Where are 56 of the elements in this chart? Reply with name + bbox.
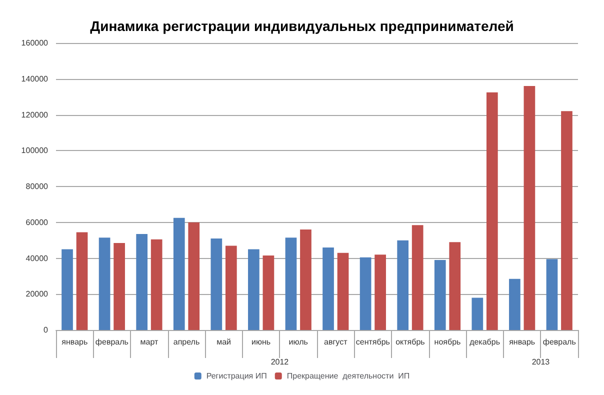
bar bbox=[509, 278, 520, 330]
x-tick-label: январь bbox=[62, 338, 88, 346]
bar bbox=[248, 249, 260, 330]
y-tick-label: 80000 bbox=[26, 182, 49, 191]
bar bbox=[98, 238, 110, 330]
bar bbox=[173, 218, 185, 330]
x-tick-label: февраль bbox=[542, 338, 576, 346]
bar bbox=[412, 225, 424, 330]
legend-label: Регистрация ИП bbox=[206, 372, 268, 380]
bar bbox=[322, 247, 334, 330]
bar bbox=[546, 259, 558, 330]
text: 2013 bbox=[532, 358, 550, 366]
bar bbox=[449, 242, 461, 330]
x-tick-label: май bbox=[216, 338, 231, 346]
x-tick-label: апрель bbox=[173, 338, 200, 346]
legend-label: Прекращение деятельности ИП bbox=[286, 372, 410, 380]
bar bbox=[136, 234, 148, 330]
bar bbox=[285, 238, 297, 330]
bar bbox=[561, 111, 572, 330]
x-tick-label: январь bbox=[509, 338, 536, 346]
bar bbox=[188, 222, 200, 330]
bar bbox=[524, 86, 536, 330]
bar bbox=[360, 257, 372, 330]
bar bbox=[76, 232, 88, 330]
x-tick-label: июнь bbox=[252, 338, 271, 346]
bar bbox=[225, 246, 237, 330]
bar bbox=[397, 240, 409, 330]
bar bbox=[210, 238, 222, 330]
bar bbox=[262, 256, 274, 330]
y-tick-label: 60000 bbox=[26, 218, 49, 227]
bar bbox=[337, 252, 349, 330]
x-tick-label: февраль bbox=[95, 338, 128, 346]
bar bbox=[150, 239, 162, 330]
x-tick-label: август bbox=[324, 338, 348, 346]
y-tick-label: 20000 bbox=[26, 290, 49, 299]
bar bbox=[300, 230, 312, 330]
bar bbox=[472, 298, 484, 330]
x-tick-label: октябрь bbox=[396, 338, 425, 346]
bar bbox=[486, 92, 498, 330]
bar bbox=[374, 254, 386, 330]
x-tick-label: ноябрь bbox=[434, 338, 461, 346]
bar bbox=[434, 260, 446, 330]
chart-title: Динамика регистрации индивидуальных предпринимателей bbox=[90, 18, 514, 34]
text: 2012 bbox=[270, 358, 290, 366]
x-tick-label: декабрь bbox=[470, 338, 500, 346]
y-tick-label: 160000 bbox=[21, 38, 49, 48]
y-tick-label: 140000 bbox=[21, 74, 49, 84]
x-tick-label: сентябрь bbox=[356, 338, 390, 346]
y-tick-label: 120000 bbox=[21, 110, 49, 120]
y-tick-label: 40000 bbox=[26, 254, 49, 263]
bar bbox=[114, 243, 125, 330]
x-tick-label: июль bbox=[288, 338, 308, 346]
bar bbox=[62, 249, 73, 330]
y-tick-label: 0 bbox=[44, 326, 49, 334]
x-tick-label: март bbox=[140, 338, 158, 346]
y-tick-label: 100000 bbox=[21, 146, 49, 156]
